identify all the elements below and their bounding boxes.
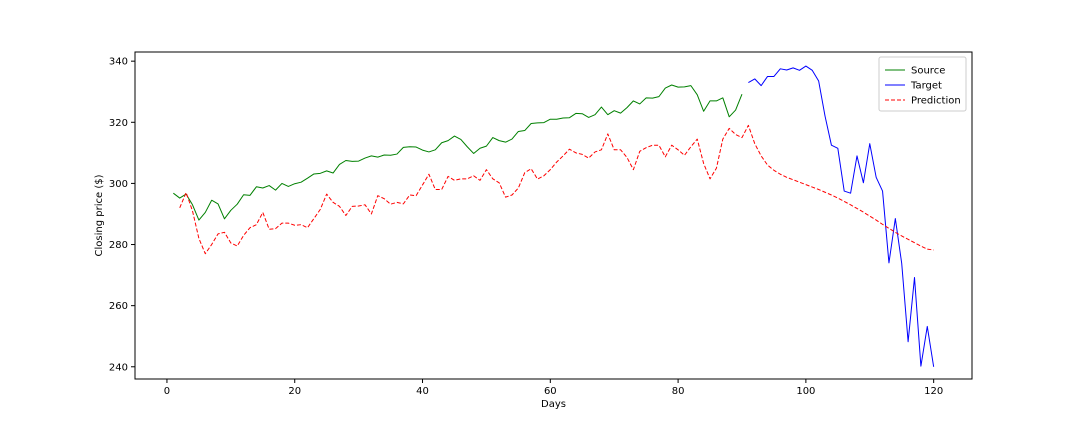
x-tick-label: 0 [164, 386, 170, 397]
plot-area-frame [134, 51, 973, 380]
series-line-prediction [179, 124, 934, 255]
legend-label-source: Source [911, 66, 945, 77]
y-tick-label: 240 [109, 362, 128, 373]
legend-label-target: Target [910, 81, 942, 92]
x-tick-label: 100 [796, 386, 815, 397]
x-tick-label: 40 [416, 386, 429, 397]
x-axis-ticks: 0 20 40 60 80 100 120 [164, 379, 943, 397]
legend: Source Target Prediction [878, 56, 967, 112]
x-tick-label: 80 [672, 386, 685, 397]
legend-label-prediction: Prediction [911, 96, 961, 107]
series-line-target [748, 65, 935, 367]
y-tick-label: 320 [109, 118, 128, 129]
y-tick-label: 260 [109, 301, 128, 312]
y-tick-label: 340 [109, 57, 128, 68]
y-axis-label: Closing price ($) [94, 174, 105, 256]
series-lines [173, 65, 935, 367]
y-tick-label: 300 [109, 179, 128, 190]
x-tick-label: 20 [288, 386, 301, 397]
y-tick-label: 280 [109, 240, 128, 251]
x-tick-label: 120 [924, 386, 943, 397]
x-tick-label: 60 [544, 386, 557, 397]
x-axis-label: Days [541, 399, 566, 410]
series-line-source [173, 84, 743, 221]
y-axis-ticks: 240 260 280 300 320 340 [109, 57, 135, 373]
